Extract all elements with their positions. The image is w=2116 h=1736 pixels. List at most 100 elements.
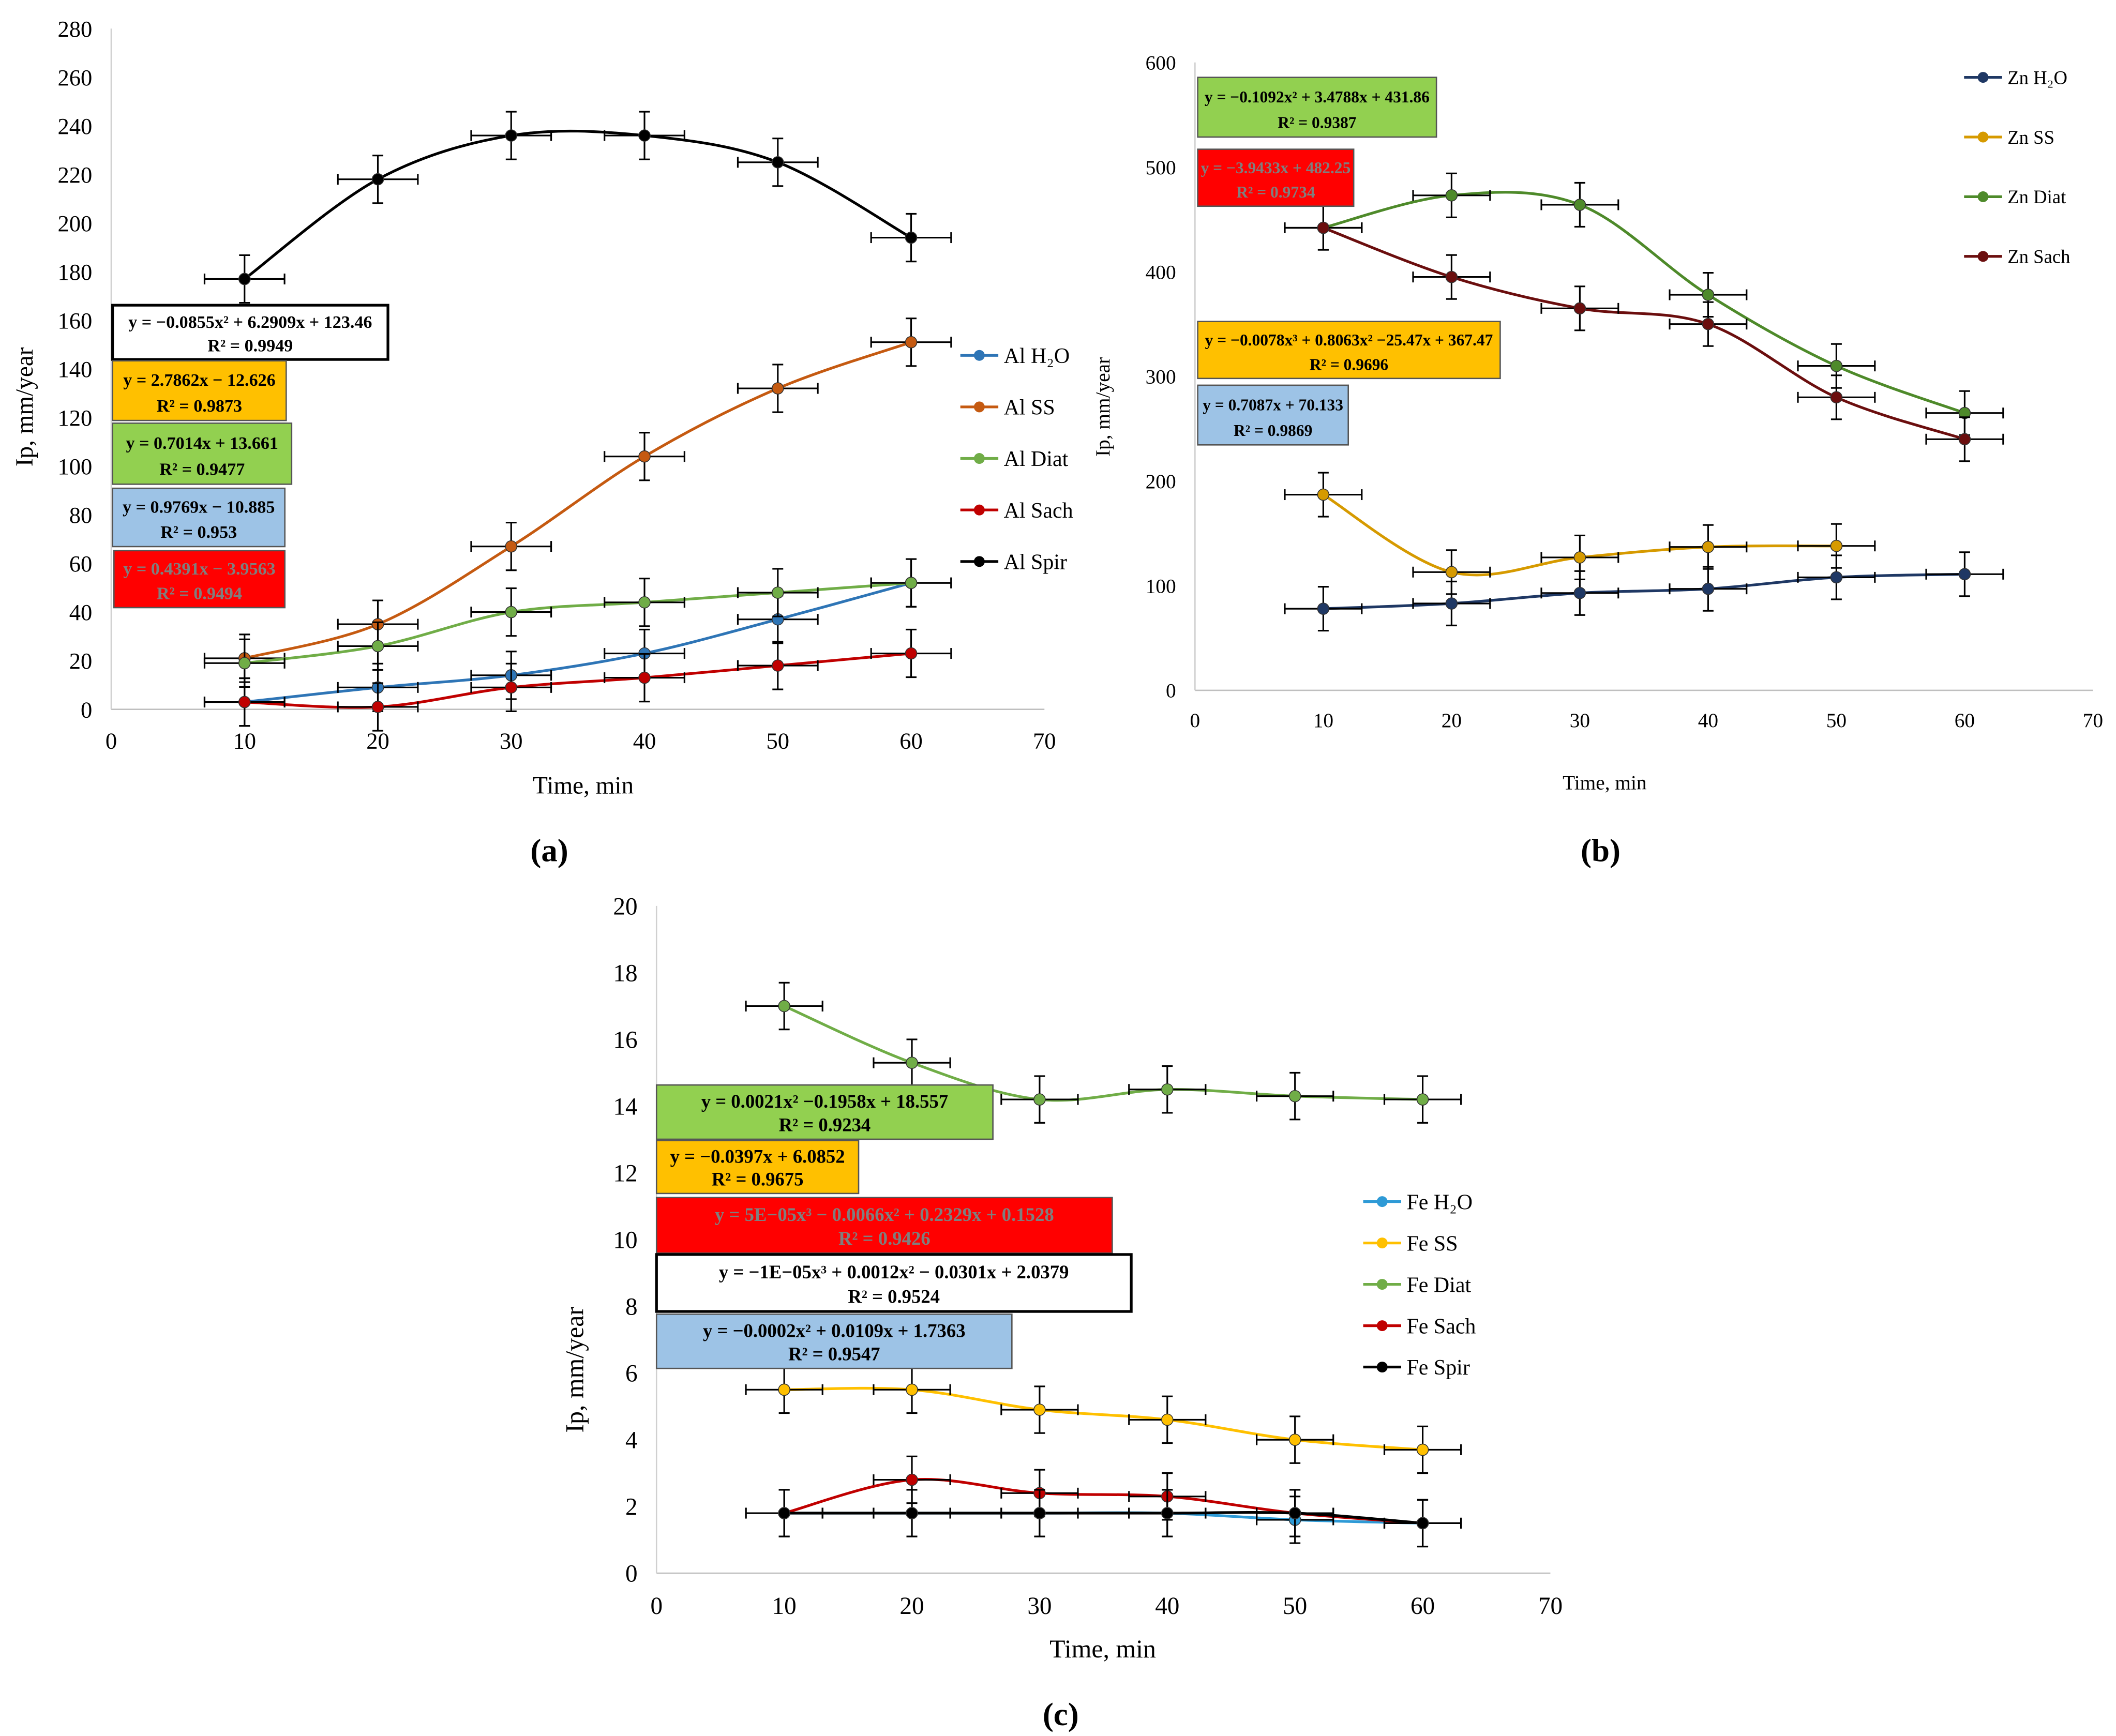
data-point	[238, 657, 251, 670]
series-line	[244, 341, 912, 660]
legend-label: Fe Sach	[1406, 1315, 1476, 1338]
chart-panel-b: 0 10 20 30 40 50 60 70 0 100 200 300 400 500 600 Time, …	[1091, 52, 2103, 869]
trendline-r-squared: R² = 0.9477	[159, 460, 245, 479]
data-point	[1445, 566, 1458, 579]
y-tick-label: 180	[57, 259, 92, 285]
trendline-equation-box: y = 0.7087x + 70.133 R² = 0.9869	[1197, 384, 1349, 446]
x-tick-label: 30	[500, 728, 523, 754]
data-point	[1702, 318, 1715, 330]
equation-box-background	[111, 304, 389, 361]
legend-swatch-marker	[973, 453, 985, 464]
chart-panel-a: 0 10 20 30 40 50 60 70 0 20 40 60 80 100 120 140 160 180 2…	[11, 16, 1073, 869]
legend-item: Fe Spir	[1363, 1356, 1470, 1380]
trendline-r-squared: R² = 0.9696	[1310, 355, 1388, 373]
y-tick-label: 0	[625, 1561, 638, 1588]
legend-label: Fe SS	[1406, 1232, 1458, 1256]
trendline-r-squared: R² = 0.9234	[779, 1114, 871, 1135]
x-tick-label: 20	[1442, 709, 1462, 732]
legend-swatch-marker	[1376, 1320, 1388, 1332]
y-tick-label: 0	[1166, 680, 1176, 702]
legend-item: Al Sach	[960, 499, 1073, 523]
legend-swatch-marker	[1376, 1279, 1388, 1290]
trendline-r-squared: R² = 0.9869	[1234, 421, 1312, 440]
y-tick-label: 80	[69, 502, 93, 528]
data-point	[906, 1473, 918, 1486]
legend-label: Zn Diat	[2007, 186, 2066, 207]
legend-item: Fe H₂O	[1363, 1190, 1473, 1214]
trendline-equation: y = −0.1092x² + 3.4788x + 431.86	[1205, 88, 1430, 106]
trendline-equation-box: y = 0.9769x − 10.885 R² = 0.953	[112, 487, 286, 548]
trendline-equation: y = 0.9769x − 10.885	[123, 498, 275, 517]
legend-item: Fe SS	[1363, 1232, 1458, 1256]
y-tick-label: 40	[69, 599, 93, 625]
trendline-equation: y = 5E−05x³ − 0.0066x² + 0.2329x + 0.152…	[715, 1204, 1054, 1225]
series-line	[1323, 227, 1965, 441]
data-point	[638, 450, 651, 463]
equation-box-background	[655, 1140, 860, 1195]
series-line	[244, 129, 912, 280]
data-point	[1317, 602, 1330, 615]
legend-item: Fe Diat	[1363, 1273, 1471, 1297]
y-tick-label: 140	[57, 356, 92, 382]
x-tick-label: 40	[1698, 709, 1718, 732]
y-tick-label: 14	[613, 1094, 637, 1121]
data-point	[1573, 551, 1586, 564]
x-tick-label: 60	[1410, 1593, 1435, 1620]
x-tick-label: 70	[1033, 728, 1056, 754]
trendline-equation-box: y = −1E−05x³ + 0.0012x² − 0.0301x + 2.03…	[655, 1253, 1133, 1313]
y-tick-label: 120	[57, 405, 92, 431]
data-point	[905, 231, 918, 244]
equation-box-background	[1197, 321, 1501, 380]
y-tick-label: 100	[57, 454, 92, 479]
legend-label: Al Spir	[1004, 551, 1067, 575]
legend-item: Al Diat	[960, 447, 1069, 471]
equation-box-background	[1197, 384, 1349, 446]
y-tick-label: 4	[625, 1427, 638, 1454]
legend-item: Al Spir	[960, 551, 1067, 575]
trendline-equation: y = −0.0397x + 6.0852	[670, 1146, 845, 1167]
data-point	[905, 336, 918, 349]
legend-item: Zn H₂O	[1964, 67, 2067, 88]
y-axis-title: Ip, mm/year	[1091, 357, 1114, 457]
y-tick-label: 220	[57, 162, 92, 188]
legend-swatch-marker	[1977, 131, 1989, 143]
trendline-equation: y = 0.0021x² −0.1958x + 18.557	[701, 1091, 948, 1112]
y-tick-label: 60	[69, 551, 93, 577]
data-point	[906, 1383, 918, 1396]
data-point	[505, 606, 518, 618]
x-tick-label: 50	[1283, 1593, 1307, 1620]
data-point	[905, 647, 918, 660]
legend-swatch-marker	[973, 401, 985, 413]
y-tick-label: 280	[57, 16, 92, 42]
data-point	[1416, 1443, 1429, 1456]
data-point	[1161, 1083, 1174, 1096]
y-tick-label: 300	[1146, 366, 1176, 388]
data-point	[1573, 302, 1586, 315]
panel-caption: (c)	[1043, 1696, 1079, 1732]
series-line	[244, 581, 911, 665]
panel-caption: (b)	[1581, 832, 1620, 868]
y-tick-label: 160	[57, 308, 92, 334]
trendline-r-squared: R² = 0.9675	[712, 1169, 804, 1190]
y-tick-label: 16	[613, 1026, 637, 1053]
trendline-r-squared: R² = 0.9387	[1278, 114, 1356, 132]
legend-swatch-marker	[1376, 1362, 1388, 1373]
data-point	[505, 540, 518, 553]
legend-label: Al SS	[1004, 396, 1055, 420]
trendline-equation: y = 0.7014x + 13.661	[126, 434, 278, 453]
error-bar	[1128, 1395, 1207, 1444]
trendline-equation: y = 2.7862x − 12.626	[123, 371, 275, 390]
equation-box-background	[113, 550, 286, 609]
data-point	[1317, 221, 1330, 234]
data-point	[906, 1056, 918, 1069]
data-point	[1830, 571, 1843, 584]
data-point	[1033, 1093, 1046, 1106]
x-tick-label: 50	[1826, 709, 1847, 732]
data-point	[371, 640, 384, 653]
y-tick-label: 6	[625, 1361, 638, 1387]
trendline-r-squared: R² = 0.9524	[848, 1286, 940, 1307]
equation-box-background	[655, 1253, 1133, 1313]
y-tick-label: 20	[69, 648, 93, 674]
data-point	[1445, 270, 1458, 283]
trendline-equation: y = 0.7087x + 70.133	[1203, 396, 1343, 414]
